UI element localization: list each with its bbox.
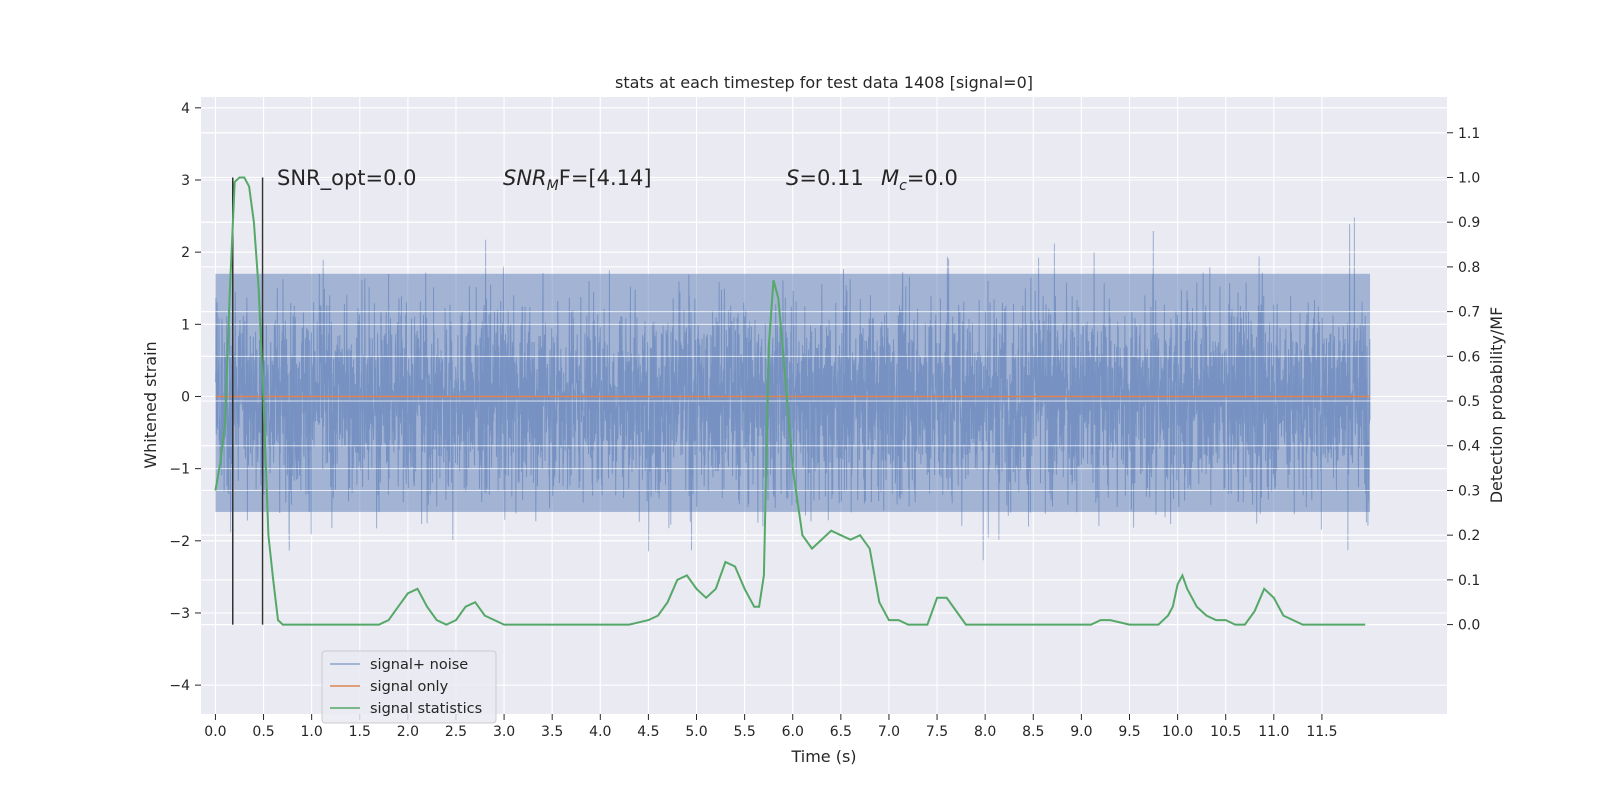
x-tick-label: 4.5 (637, 724, 659, 740)
y-axis-left: −4 −3 −2 −1 0 1 2 3 4 (169, 101, 201, 694)
annotation-mc: Mc=0.0 (881, 166, 958, 194)
y-tick-label: 3 (181, 173, 190, 189)
y2-tick-label: 0.7 (1458, 305, 1480, 321)
x-tick-label: 6.5 (830, 724, 852, 740)
annotation-s-value: =0.11 (799, 166, 863, 190)
x-tick-label: 1.0 (301, 724, 323, 740)
y2-tick-label: 1.0 (1458, 170, 1480, 186)
x-tick-label: 3.5 (541, 724, 563, 740)
annotation-snr-mf: SNRMF=[4.14] (503, 166, 652, 194)
x-tick-label: 11.0 (1258, 724, 1289, 740)
y2-axis-label: Detection probability/MF (1487, 307, 1506, 504)
x-tick-label: 9.5 (1118, 724, 1140, 740)
x-tick-label: 10.0 (1162, 724, 1193, 740)
annotation-mc-subscript: c (899, 178, 907, 194)
annotations: SNR_opt=0.0 SNRMF=[4.14] S=0.11 Mc=0.0 (277, 166, 958, 194)
x-tick-label: 4.0 (589, 724, 611, 740)
y2-tick-label: 0.2 (1458, 528, 1480, 544)
x-tick-label: 10.5 (1210, 724, 1241, 740)
x-tick-label: 3.0 (493, 724, 515, 740)
y2-tick-label: 0.8 (1458, 260, 1480, 276)
y-tick-label: 4 (181, 101, 190, 117)
annotation-snr-mf-symbol: SNR (503, 166, 547, 190)
x-tick-label: 7.5 (926, 724, 948, 740)
x-tick-label: 8.0 (974, 724, 996, 740)
annotation-s-symbol: S (786, 166, 799, 190)
annotation-mc-value: =0.0 (907, 166, 958, 190)
x-tick-label: 5.5 (733, 724, 755, 740)
x-tick-label: 2.0 (397, 724, 419, 740)
legend: signal+ noise signal only signal statist… (321, 650, 497, 724)
x-axis: 0.0 0.5 1.0 1.5 2.0 2.5 3.0 3.5 4.0 4.5 5.0 5.5 6.0 6… (204, 714, 1338, 740)
y2-tick-label: 0.6 (1458, 349, 1480, 365)
y2-tick-label: 0.5 (1458, 394, 1480, 410)
y2-tick-label: 0.4 (1458, 439, 1480, 455)
x-tick-label: 0.5 (252, 724, 274, 740)
y-tick-label: −3 (169, 606, 190, 622)
x-tick-label: 6.0 (782, 724, 804, 740)
chart-title: stats at each timestep for test data 140… (615, 73, 1033, 92)
y-tick-label: −1 (169, 462, 190, 478)
y-axis-label: Whitened strain (141, 341, 160, 468)
annotation-snr-opt: SNR_opt=0.0 (277, 166, 417, 191)
annotation-snr-mf-value: F=[4.14] (559, 166, 652, 190)
y-tick-label: −4 (169, 678, 190, 694)
x-tick-label: 8.5 (1022, 724, 1044, 740)
y2-tick-label: 0.9 (1458, 215, 1480, 231)
y2-tick-label: 0.1 (1458, 573, 1480, 589)
signal-noise-trace (214, 217, 1371, 561)
y-tick-label: 2 (181, 245, 190, 261)
legend-label-signal-noise: signal+ noise (370, 657, 468, 673)
x-tick-label: 9.0 (1070, 724, 1092, 740)
y2-tick-label: 1.1 (1458, 126, 1480, 142)
x-tick-label: 11.5 (1306, 724, 1337, 740)
signal-statistics-line (214, 176, 1366, 626)
annotation-s: S=0.11 (786, 166, 864, 190)
x-tick-label: 7.0 (878, 724, 900, 740)
x-tick-label: 0.0 (204, 724, 226, 740)
legend-label-signal-statistics: signal statistics (370, 701, 482, 717)
y-tick-label: 1 (181, 317, 190, 333)
annotation-mc-symbol: M (881, 166, 899, 190)
y-axis-right: 0.0 0.1 0.2 0.3 0.4 0.5 0.6 0.7 0.8 0.9 1.0 1.1 (1447, 126, 1480, 634)
y2-tick-label: 0.0 (1458, 618, 1480, 634)
x-tick-label: 5.0 (685, 724, 707, 740)
legend-frame (321, 650, 497, 724)
x-axis-label: Time (s) (790, 747, 856, 766)
x-tick-label: 1.5 (349, 724, 371, 740)
series-signal-statistics (214, 176, 1366, 626)
y-tick-label: 0 (181, 389, 190, 405)
annotation-snr-mf-subscript: M (547, 178, 559, 194)
legend-label-signal-only: signal only (370, 679, 449, 695)
y2-tick-label: 0.3 (1458, 483, 1480, 499)
x-tick-label: 2.5 (445, 724, 467, 740)
signal-noise-core (215, 273, 1371, 512)
y-tick-label: −2 (169, 534, 190, 550)
